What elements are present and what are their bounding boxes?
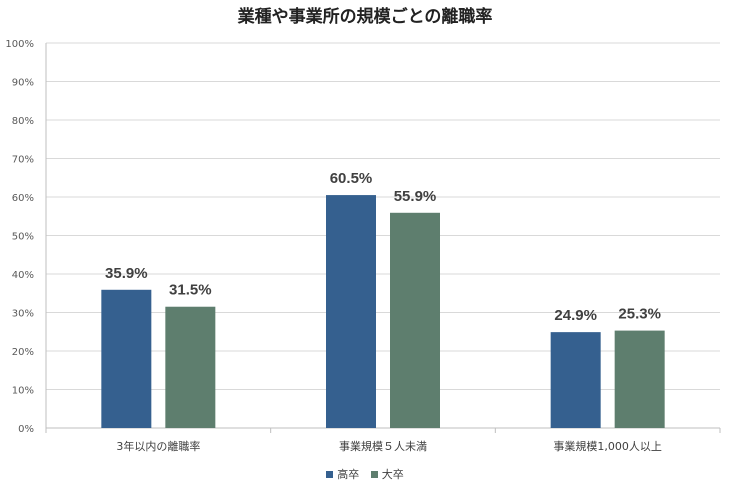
x-category-label: 事業規模５人未満 xyxy=(339,439,427,453)
y-tick-label: 40% xyxy=(12,270,34,281)
legend-item-daisotsu: 大卒 xyxy=(370,466,404,482)
x-category-label: 3年以内の離職率 xyxy=(116,439,200,453)
data-label: 31.5% xyxy=(169,282,212,299)
bar xyxy=(550,332,601,428)
bar xyxy=(101,289,152,428)
y-tick-label: 60% xyxy=(12,193,34,204)
y-tick-label: 70% xyxy=(12,155,34,166)
x-category-label: 事業規模1,000人以上 xyxy=(553,439,662,453)
y-tick-label: 80% xyxy=(12,116,34,127)
legend-swatch-koso xyxy=(326,470,334,478)
bar xyxy=(165,306,216,428)
y-tick-label: 50% xyxy=(12,232,34,243)
legend-item-koso: 高卒 xyxy=(326,466,359,482)
y-tick-label: 30% xyxy=(12,309,34,320)
data-label: 55.9% xyxy=(394,188,437,205)
y-tick-label: 20% xyxy=(12,347,34,358)
data-label: 24.9% xyxy=(554,307,597,324)
bar xyxy=(326,195,376,428)
legend-swatch-daisotsu xyxy=(370,470,378,478)
bar xyxy=(390,212,440,428)
y-tick-label: 90% xyxy=(12,78,34,89)
legend-label-daisotsu: 大卒 xyxy=(381,468,404,481)
legend-label-koso: 高卒 xyxy=(337,468,360,481)
y-tick-label: 0% xyxy=(18,424,34,435)
legend: 高卒 大卒 xyxy=(0,466,730,482)
y-tick-label: 100% xyxy=(5,39,34,50)
y-tick-label: 10% xyxy=(12,386,34,397)
data-label: 60.5% xyxy=(330,170,373,187)
data-label: 35.9% xyxy=(105,265,148,282)
chart-title: 業種や事業所の規模ごとの離職率 xyxy=(237,7,493,27)
data-label: 25.3% xyxy=(618,306,661,323)
bar xyxy=(614,330,665,428)
